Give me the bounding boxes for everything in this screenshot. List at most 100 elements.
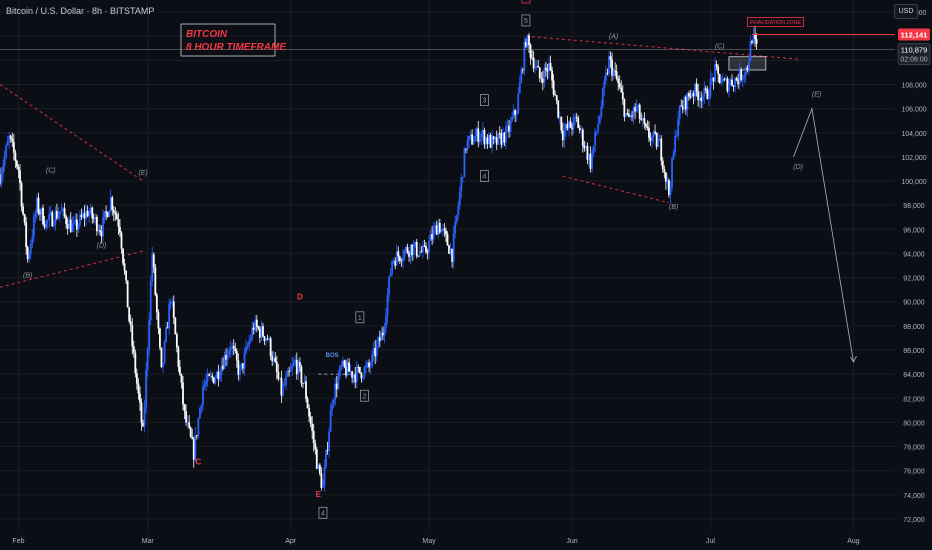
y-tick-label: 102,000 xyxy=(901,155,926,162)
candle-body xyxy=(271,356,274,362)
candle-body xyxy=(654,131,657,134)
candle-body xyxy=(518,82,521,94)
candle-body xyxy=(291,365,294,369)
candle-body xyxy=(60,210,63,212)
candle-body xyxy=(252,327,255,330)
title-line-2: 8 HOUR TIMEFRAME xyxy=(186,42,286,53)
candle-body xyxy=(594,131,597,146)
wave-number-label: 4 xyxy=(321,510,325,517)
candle-body xyxy=(382,332,384,336)
current-price-text: 110,879 xyxy=(901,46,928,55)
candle-body xyxy=(120,232,123,249)
candle-body xyxy=(223,354,226,369)
candle-body xyxy=(421,245,424,252)
candle-body xyxy=(678,105,681,119)
y-tick-label: 76,000 xyxy=(903,469,925,476)
candle-body xyxy=(466,140,469,150)
time-axis[interactable]: Feb Mar Apr May Jun Jul Aug xyxy=(12,538,859,545)
candle-body xyxy=(211,375,214,378)
candle-body xyxy=(631,115,633,117)
candle-body xyxy=(275,361,278,373)
y-tick-label: 94,000 xyxy=(903,251,925,258)
candle-body xyxy=(528,35,530,46)
candle-body xyxy=(412,245,415,256)
y-tick-label: 106,000 xyxy=(901,107,926,114)
candle-body xyxy=(212,377,215,384)
candle-body xyxy=(289,368,292,372)
candle-body xyxy=(315,449,318,469)
candle-body xyxy=(655,133,658,147)
candle-body xyxy=(469,134,472,137)
candle-body xyxy=(497,133,500,145)
countdown-text: 02:06:00 xyxy=(900,57,927,64)
candle-body xyxy=(629,115,632,118)
invalidation-label-box xyxy=(746,17,804,27)
candle-body xyxy=(91,207,94,219)
candle-body xyxy=(222,365,224,369)
candle-body xyxy=(443,228,446,231)
candle-body xyxy=(512,110,515,118)
candle-body xyxy=(591,153,593,169)
candle-body xyxy=(526,35,529,47)
candle-body xyxy=(226,354,229,360)
candle-body xyxy=(664,172,667,182)
candle-body xyxy=(75,219,78,230)
candle-body xyxy=(409,244,412,257)
candle-body xyxy=(675,135,678,137)
candle-body xyxy=(340,364,343,367)
candle-body xyxy=(651,136,653,141)
candle-body xyxy=(329,409,332,432)
candle-body xyxy=(385,315,387,328)
candle-body xyxy=(228,350,231,355)
candle-body xyxy=(669,187,672,195)
candle-body xyxy=(62,208,64,211)
currency-button[interactable]: USD xyxy=(894,4,918,19)
candle-body xyxy=(268,338,271,340)
wave-label: (E) xyxy=(138,170,147,177)
wave-labels: (B) (C) (D) (E) (A) (B) (C) (D) (E) C D E 5 5 3 4 1 2 4 xyxy=(23,0,821,519)
candle-body xyxy=(166,327,169,329)
wave-label-box xyxy=(360,389,369,402)
candle-body xyxy=(548,62,550,72)
y-tick-label: 100,000 xyxy=(901,179,926,186)
candle-body xyxy=(42,207,44,225)
candle-body xyxy=(17,166,20,171)
candle-body xyxy=(331,404,334,410)
candle-body xyxy=(89,207,92,214)
candle-body xyxy=(644,123,647,127)
candle-body xyxy=(114,212,117,215)
candle-body xyxy=(551,70,553,81)
candle-body xyxy=(237,360,240,375)
candle-body xyxy=(309,416,312,424)
candle-body xyxy=(454,221,457,234)
candle-body xyxy=(195,435,198,437)
candle-body xyxy=(86,210,89,217)
candle-body xyxy=(415,241,418,256)
wave-label: (E) xyxy=(812,92,821,99)
candle-body xyxy=(139,393,141,403)
candle-body xyxy=(703,88,706,97)
title-line-1: BITCOIN xyxy=(186,29,228,40)
candle-body xyxy=(94,216,97,219)
candle-body xyxy=(452,233,455,262)
candle-body xyxy=(232,345,235,349)
invalidation-label: INVALIDATION ZONE xyxy=(750,20,802,26)
y-tick-label: 90,000 xyxy=(903,300,925,307)
candle-body xyxy=(555,95,558,101)
candle-body xyxy=(577,117,580,128)
candle-body xyxy=(754,33,756,39)
candle-body xyxy=(277,372,280,379)
candle-body xyxy=(343,360,346,367)
candle-body xyxy=(249,338,252,342)
candle-body xyxy=(694,83,696,97)
y-tick-label: 104,000 xyxy=(901,131,926,138)
candle-body xyxy=(498,133,501,134)
candle-body xyxy=(738,69,741,85)
price-axis[interactable]: 72,000 74,000 76,000 78,000 80,000 82,000 84,0… xyxy=(895,0,932,550)
candle-body xyxy=(461,177,464,178)
x-tick-label: Aug xyxy=(847,538,860,545)
candle-body xyxy=(280,377,283,396)
candle-body xyxy=(712,77,715,82)
candle-body xyxy=(337,376,340,389)
